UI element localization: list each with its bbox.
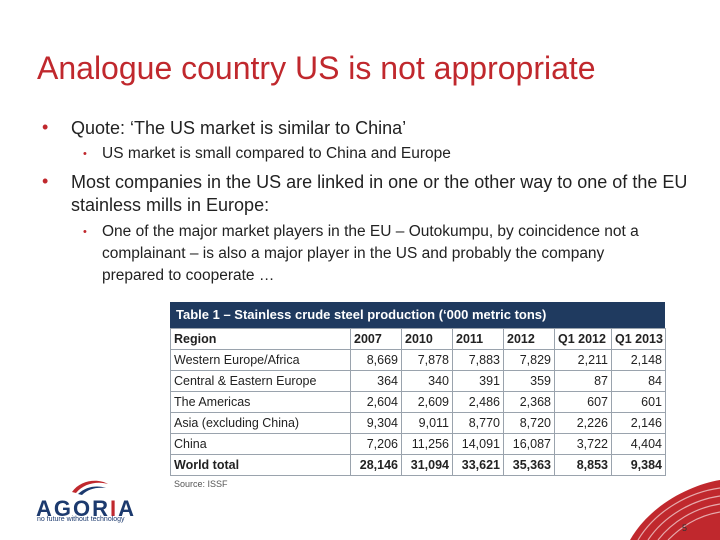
header-region: Region	[170, 328, 351, 350]
cell-value: 607	[554, 391, 612, 413]
cell-region: China	[170, 433, 351, 455]
cell-value: 3,722	[554, 433, 612, 455]
bullet-1-text: Quote: ‘The US market is similar to Chin…	[71, 118, 407, 138]
header-2012: 2012	[503, 328, 555, 350]
cell-value: 359	[503, 370, 555, 392]
cell-value: 340	[401, 370, 453, 392]
cell-value: 601	[611, 391, 666, 413]
cell-value: 7,883	[452, 349, 504, 371]
bullet-2-text: Most companies in the US are linked in o…	[71, 172, 688, 215]
cell-value: 7,878	[401, 349, 453, 371]
sub-bullet-marker: •	[83, 148, 87, 160]
corner-decoration-icon	[630, 480, 720, 540]
cell-value: 2,604	[350, 391, 402, 413]
cell-value: 14,091	[452, 433, 504, 455]
cell-value: 7,829	[503, 349, 555, 371]
bullet-2-sub-1-text: One of the major market players in the E…	[102, 223, 639, 284]
cell-value: 2,609	[401, 391, 453, 413]
bullet-marker: •	[42, 171, 49, 191]
cell-value: 8,669	[350, 349, 402, 371]
cell-value: 35,363	[503, 454, 555, 476]
cell-region: Central & Eastern Europe	[170, 370, 351, 392]
cell-value: 2,486	[452, 391, 504, 413]
cell-value: 28,146	[350, 454, 402, 476]
cell-value: 7,206	[350, 433, 402, 455]
table-row: Central & Eastern Europe 364 340 391 359…	[170, 370, 666, 392]
table-grid: Region 2007 2010 2011 2012 Q1 2012 Q1 20…	[170, 328, 666, 476]
cell-value: 31,094	[401, 454, 453, 476]
cell-region: The Americas	[170, 391, 351, 413]
cell-value: 8,720	[503, 412, 555, 434]
table-header-row: Region 2007 2010 2011 2012 Q1 2012 Q1 20…	[170, 328, 666, 350]
agoria-logo: AGORIA no future without technology	[36, 478, 146, 526]
cell-value: 8,770	[452, 412, 504, 434]
cell-value: 2,368	[503, 391, 555, 413]
cell-value: 87	[554, 370, 612, 392]
table-total-row: World total 28,146 31,094 33,621 35,363 …	[170, 454, 666, 476]
table-row: China 7,206 11,256 14,091 16,087 3,722 4…	[170, 433, 666, 455]
cell-value: 2,148	[611, 349, 666, 371]
table-row: The Americas 2,604 2,609 2,486 2,368 607…	[170, 391, 666, 413]
cell-value: 2,226	[554, 412, 612, 434]
cell-region: Asia (excluding China)	[170, 412, 351, 434]
cell-value: 364	[350, 370, 402, 392]
bullet-marker: •	[42, 117, 49, 137]
cell-value: 8,853	[554, 454, 612, 476]
cell-value: 16,087	[503, 433, 555, 455]
bullet-1-sub-1-text: US market is small compared to China and…	[102, 145, 451, 162]
cell-value: 2,146	[611, 412, 666, 434]
slide-title: Analogue country US is not appropriate	[37, 50, 596, 86]
table-row: Asia (excluding China) 9,304 9,011 8,770…	[170, 412, 666, 434]
cell-value: 9,011	[401, 412, 453, 434]
table-source: Source: ISSF	[174, 479, 228, 489]
header-q1-2012: Q1 2012	[554, 328, 612, 350]
cell-value: 33,621	[452, 454, 504, 476]
header-2010: 2010	[401, 328, 453, 350]
cell-value: 9,304	[350, 412, 402, 434]
header-q1-2013: Q1 2013	[611, 328, 666, 350]
cell-value: 9,384	[611, 454, 666, 476]
cell-region: Western Europe/Africa	[170, 349, 351, 371]
page-number: 5	[681, 523, 687, 533]
logo-swoosh-icon	[72, 480, 108, 495]
steel-production-table: Table 1 – Stainless crude steel producti…	[170, 302, 666, 489]
header-2007: 2007	[350, 328, 402, 350]
logo-wordmark: AGORIA	[36, 496, 137, 521]
cell-value: 2,211	[554, 349, 612, 371]
header-2011: 2011	[452, 328, 504, 350]
cell-value: 11,256	[401, 433, 453, 455]
logo-tagline: no future without technology	[37, 516, 125, 523]
table-row: Western Europe/Africa 8,669 7,878 7,883 …	[170, 349, 666, 371]
sub-bullet-marker: •	[83, 226, 87, 238]
cell-value: 84	[611, 370, 666, 392]
table-caption: Table 1 – Stainless crude steel producti…	[170, 302, 665, 328]
cell-value: 391	[452, 370, 504, 392]
cell-region: World total	[170, 454, 351, 476]
